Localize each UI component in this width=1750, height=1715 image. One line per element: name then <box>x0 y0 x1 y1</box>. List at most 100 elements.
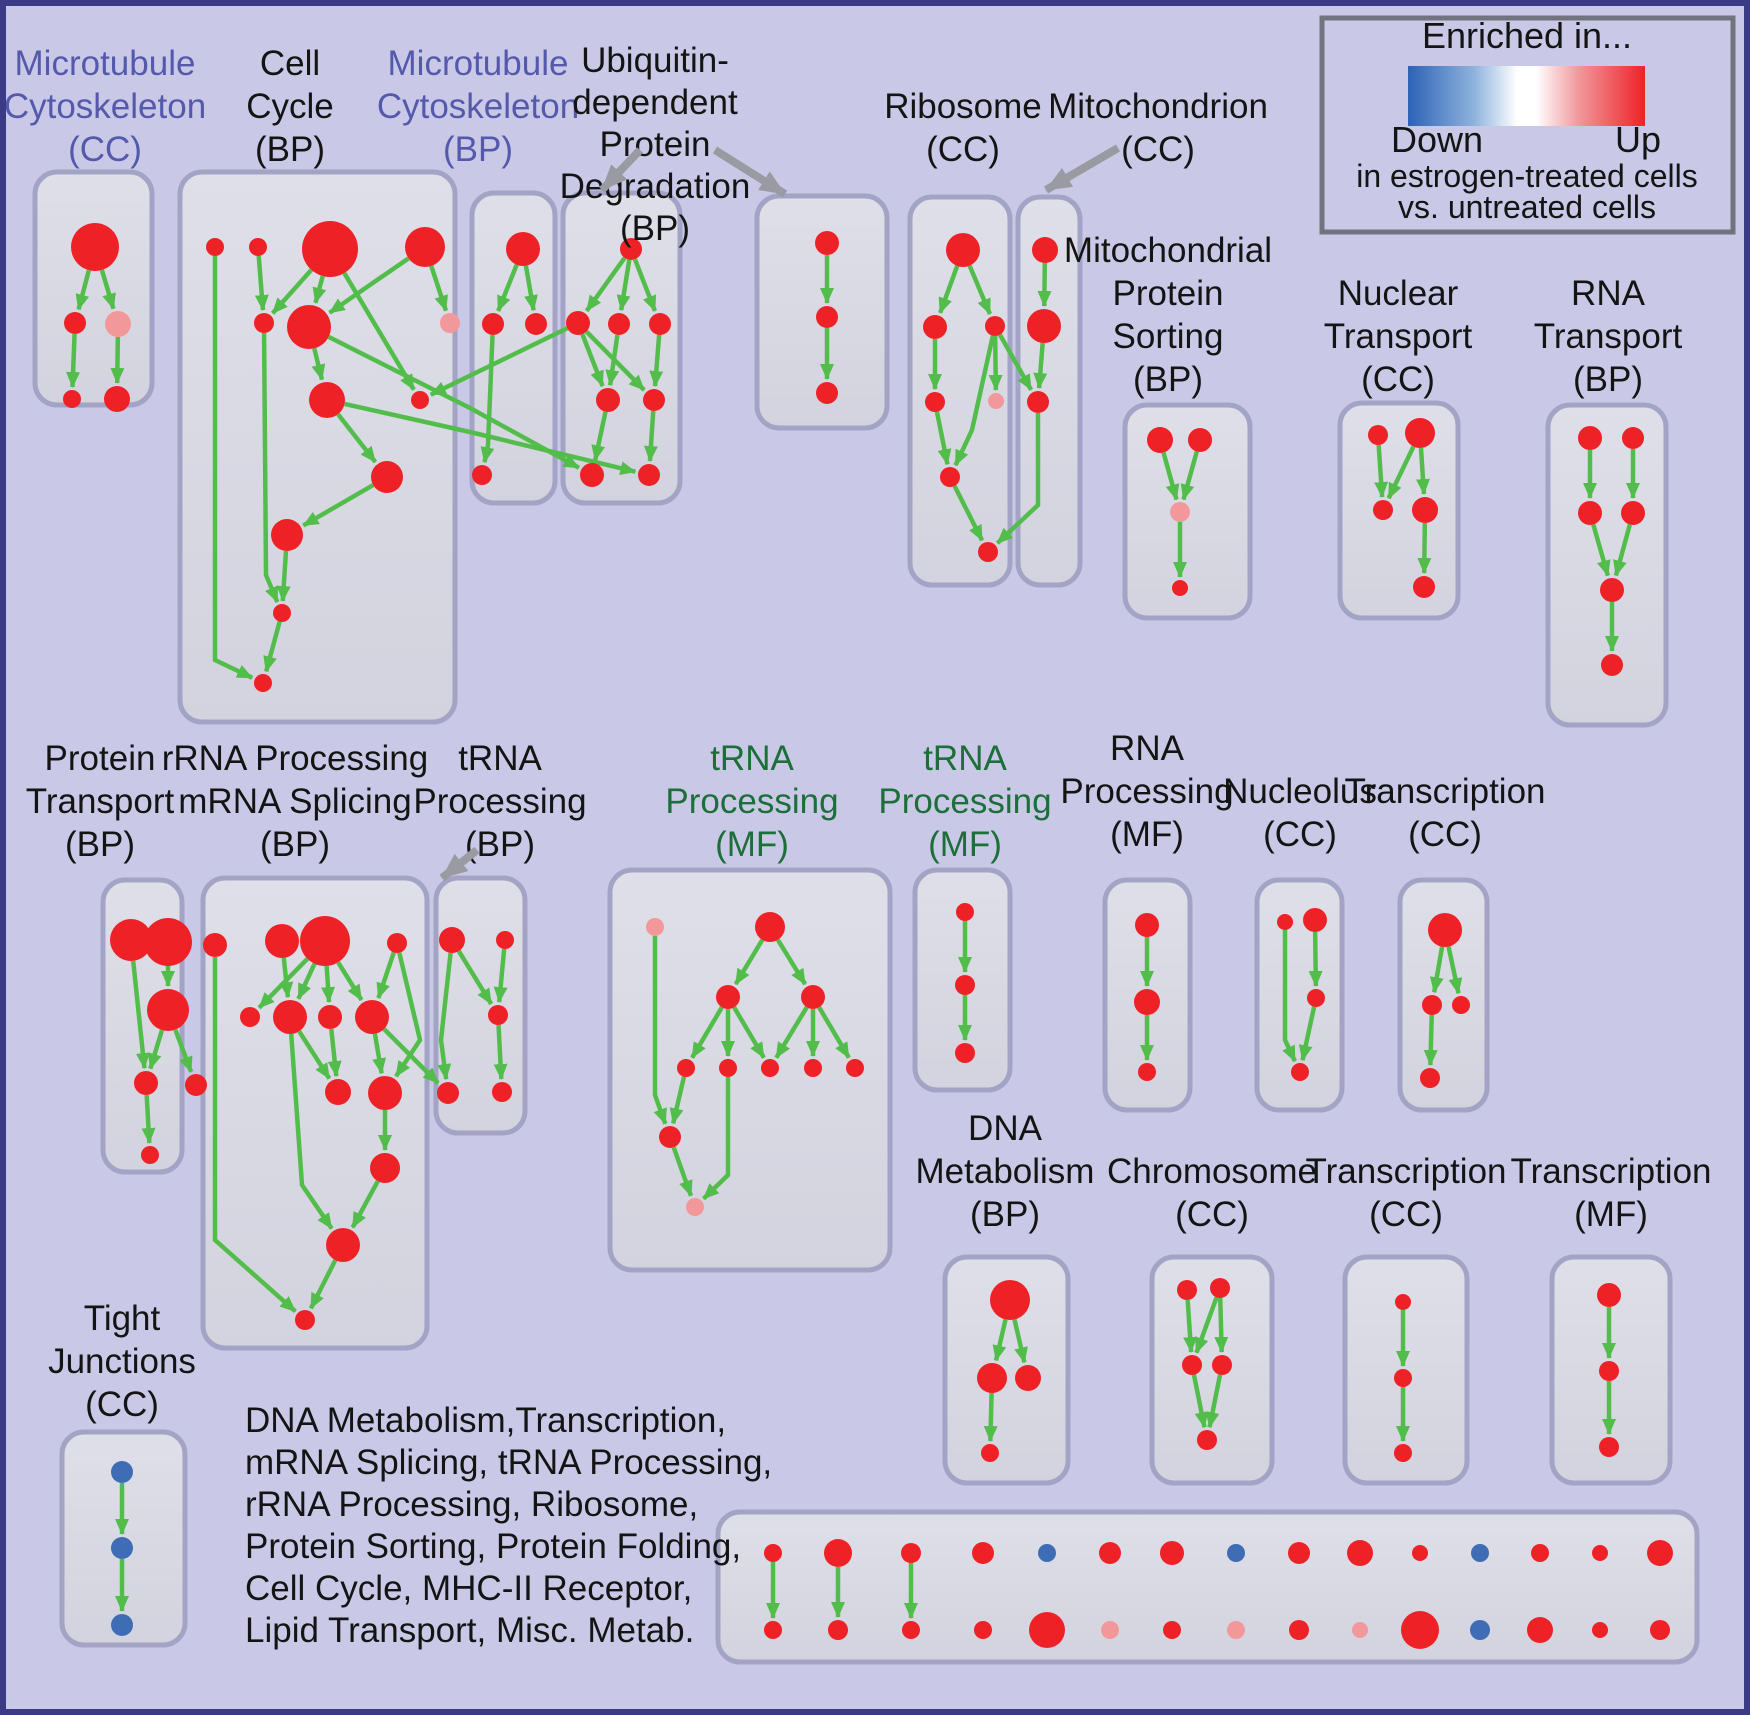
node-trna-mf-large-low <box>659 1126 681 1148</box>
cluster-label-trna-mf-small: (MF) <box>928 825 1002 864</box>
cluster-label-cell-cycle: Cycle <box>246 87 334 126</box>
edge-chromosome <box>1183 1299 1198 1354</box>
legend-box <box>1319 15 1736 235</box>
wide-bottom-node-5 <box>1101 1621 1119 1639</box>
cluster-label-microtubule-bp: (BP) <box>443 130 513 169</box>
pathway-text-line-2: rRNA Processing, Ribosome, <box>245 1485 698 1524</box>
wide-bottom-node-2 <box>902 1621 920 1639</box>
edge-trna-mf-large <box>733 938 765 986</box>
edge-ubiquitin <box>649 334 664 388</box>
legend-caption-line2: vs. untreated cells <box>1398 189 1656 225</box>
node-rna-processing-mf-m <box>1134 989 1160 1015</box>
cross-edge <box>429 326 569 397</box>
node-tight-junctions-t <box>111 1461 133 1483</box>
edge-trna-bp <box>437 952 453 1081</box>
node-trna-bp-b1 <box>437 1082 459 1104</box>
edge-dna-metabolism <box>983 1392 998 1443</box>
label-pointer-arrow <box>599 147 643 193</box>
edge-rrna-processing <box>394 952 423 1078</box>
node-chromosome-tl <box>1177 1280 1197 1300</box>
node-chromosome-b <box>1197 1430 1217 1450</box>
wide-top-node-7 <box>1227 1544 1245 1562</box>
edge-microtubule-cc <box>99 269 116 310</box>
edge-nuclear-transport <box>1417 522 1432 575</box>
node-tight-junctions-m <box>111 1537 133 1559</box>
node-ribosome-ll <box>925 392 945 412</box>
node-cell-cycle-n6 <box>287 305 331 349</box>
node-ribosome-pk <box>988 393 1004 409</box>
node-protein-transport-p5 <box>185 1074 207 1096</box>
node-microtubule-bp-rr <box>525 313 547 335</box>
node-rrna-processing-k <box>368 1076 402 1110</box>
node-cell-cycle-n13 <box>273 604 291 622</box>
node-chromosome-ml <box>1182 1355 1202 1375</box>
pathway-text-line-3: Protein Sorting, Protein Folding, <box>245 1527 741 1566</box>
wide-top-node-2 <box>901 1543 921 1563</box>
cluster-box-cell-cycle <box>177 169 458 725</box>
edge-ubiquitin <box>616 259 632 312</box>
node-microtubule-cc-b <box>64 312 86 334</box>
node-trna-bp-b2 <box>492 1082 512 1102</box>
node-mitochondrion-m <box>1027 309 1061 343</box>
edge-trna-mf-large <box>774 1006 809 1059</box>
node-transcription-cc-2-m <box>1394 1369 1412 1387</box>
wide-bottom-node-11 <box>1470 1620 1490 1640</box>
node-mitochondrion-d <box>1027 391 1049 413</box>
pathway-text-line-0: DNA Metabolism,Transcription, <box>245 1401 726 1440</box>
node-cell-cycle-n12 <box>271 519 303 551</box>
wide-top-node-8 <box>1288 1542 1310 1564</box>
edge-rrna-processing <box>336 961 364 1002</box>
cross-edge <box>997 333 1034 391</box>
node-ubiquitin-a <box>566 311 590 335</box>
node-rrna-processing-f <box>273 1000 307 1034</box>
edge-protein-transport <box>173 1028 194 1073</box>
legend-up-label: Up <box>1615 119 1661 160</box>
node-nucleolus-b <box>1291 1063 1309 1081</box>
node-ubiquitin-e <box>643 389 665 411</box>
node-trna-mf-large-bot <box>686 1198 704 1216</box>
cluster-box-mitochondrion <box>1015 194 1083 588</box>
edge-nucleolus <box>1298 1006 1317 1062</box>
edge-cell-cycle <box>429 265 449 312</box>
wide-top-node-3 <box>972 1542 994 1564</box>
cluster-label-mitochondrion: Mitochondrion <box>1048 87 1268 126</box>
wide-bottom-node-7 <box>1227 1621 1245 1639</box>
cluster-box-dna-metabolism <box>942 1254 1071 1486</box>
edge-dna-metabolism <box>992 1318 1008 1362</box>
edge-transcription-cc-1 <box>1446 946 1463 995</box>
edge-cell-cycle <box>302 483 375 528</box>
node-rrna-processing-a <box>203 933 227 957</box>
node-dna-metabolism-r <box>1015 1365 1041 1391</box>
pathway-text-line-1: mRNA Splicing, tRNA Processing, <box>245 1443 772 1482</box>
edge-nuclear-transport <box>1386 445 1416 500</box>
node-mito-sorting-b <box>1172 580 1188 596</box>
cluster-label-nucleolus: Nucleolus <box>1223 772 1377 811</box>
edge-trna-mf-large <box>702 1077 731 1201</box>
node-trna-mf-large-t <box>755 912 785 942</box>
node-trna-mf-large-c2 <box>719 1059 737 1077</box>
node-nuclear-transport-b <box>1413 576 1435 598</box>
node-transcription-mf-b <box>1599 1437 1619 1457</box>
node-protein-transport-p4 <box>134 1071 158 1095</box>
node-trna-bp-t2 <box>496 931 514 949</box>
node-rna-transport-mr <box>1621 501 1645 525</box>
edge-chromosome <box>1191 1374 1209 1429</box>
edge-protein-transport <box>141 1094 156 1145</box>
node-rrna-processing-b <box>265 924 299 958</box>
node-mito-sorting-tl <box>1147 427 1173 453</box>
edge-rrna-processing <box>288 1033 334 1230</box>
node-cell-cycle-n1 <box>206 238 224 256</box>
edge-microtubule-cc <box>75 269 92 311</box>
cluster-label-ubiquitin: Degradation <box>560 167 751 206</box>
node-trna-mf-large-mr <box>801 985 825 1009</box>
node-nucleolus-t <box>1303 908 1327 932</box>
edge-ribosome <box>967 264 993 315</box>
node-transcription-cc-2-b <box>1394 1444 1412 1462</box>
node-ubiquitin-t <box>620 238 642 260</box>
cluster-box-chromosome <box>1149 1254 1275 1486</box>
node-ribosome-lo <box>940 467 960 487</box>
node-rrna-processing-h <box>355 1000 389 1034</box>
node-cell-cycle-n3 <box>302 221 358 277</box>
cluster-label-transcription-mf: (MF) <box>1574 1195 1648 1234</box>
edge-rrna-processing <box>376 951 396 999</box>
